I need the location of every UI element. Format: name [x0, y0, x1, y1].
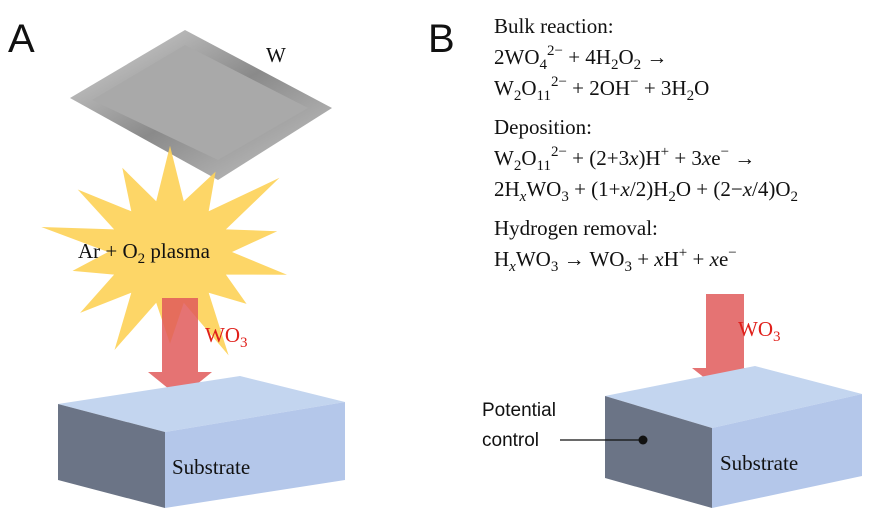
formula-run: W [494, 76, 514, 100]
product-label: WO3 [205, 323, 248, 351]
formula-run: + 2OH [567, 76, 630, 100]
substrate-front [712, 394, 862, 508]
formula-run: )H [638, 146, 660, 170]
substrate-label: Substrate [720, 451, 798, 475]
formula-run: → [729, 146, 755, 170]
formula-run: /4)O [752, 177, 791, 201]
section-heading: Hydrogen removal: [494, 216, 658, 240]
formula-run: − [721, 144, 729, 160]
formula-run: → WO [558, 247, 624, 271]
formula-run: 11 [537, 88, 551, 104]
formula-run: x [653, 247, 664, 271]
formula-run: 3 [561, 189, 569, 205]
product-label: WO3 [738, 317, 781, 345]
formula-run: + (1+ [569, 177, 621, 201]
formula-run: + (2+3 [567, 146, 629, 170]
formula-run: O [521, 146, 536, 170]
substrate-top [605, 366, 862, 428]
formula-run: + 3H [639, 76, 687, 100]
substrate-label: Substrate [172, 455, 250, 479]
formula-run: x [742, 177, 753, 201]
formula-run: 2H [494, 177, 520, 201]
formula-run: Ar + O [78, 239, 138, 263]
formula-run: O [618, 45, 633, 69]
formula-run: WO [205, 323, 240, 347]
formula-run: 2 [634, 57, 642, 73]
formula-run: 3 [551, 259, 559, 275]
target-label: W [266, 43, 286, 67]
formula-run: 2 [514, 158, 522, 174]
formula-run: 2− [547, 43, 563, 59]
section-heading: Bulk reaction: [494, 14, 614, 38]
formula-run: plasma [145, 239, 210, 263]
formula: W2O112− + 2OH− + 3H2O [494, 74, 709, 104]
formula: 2HxWO3 + (1+x/2)H2O + (2−x/4)O2 [494, 177, 798, 205]
plasma-label: Ar + O2 plasma [78, 239, 211, 267]
formula-run: 4 [540, 57, 548, 73]
formula-run: x [519, 189, 527, 205]
control-label: Potential [482, 400, 556, 421]
formula-run: W [494, 146, 514, 170]
formula-run: e [719, 247, 728, 271]
formula-run: 3 [624, 259, 632, 275]
formula-run: O [521, 76, 536, 100]
formula-run: − [728, 245, 736, 261]
formula-run: 2− [551, 74, 567, 90]
formula-run: → [641, 45, 667, 69]
formula-run: 2 [687, 88, 695, 104]
deposition-arrow [148, 298, 212, 398]
panel-label: A [8, 17, 35, 61]
formula: WO3 [205, 323, 248, 351]
formula-run: + [687, 247, 709, 271]
formula-run: x [508, 259, 516, 275]
formula-run: /2)H [630, 177, 669, 201]
formula-run: 3 [773, 329, 781, 345]
control-label: control [482, 430, 539, 451]
formula-run: 2 [791, 189, 799, 205]
formula-run: x [701, 146, 712, 170]
formula-run: − [630, 74, 638, 90]
formula-run: e [711, 146, 720, 170]
formula-run: 2 [514, 88, 522, 104]
formula-run: 2 [611, 57, 619, 73]
contact-dot [638, 435, 648, 445]
formula: W2O112− + (2+3x)H+ + 3xe− → [494, 144, 755, 174]
substrate-front [165, 402, 345, 508]
formula-run: H [664, 247, 679, 271]
formula-run: x [620, 177, 631, 201]
formula-run: 2WO [494, 45, 540, 69]
panel-label: B [428, 17, 455, 61]
formula-run: + [661, 144, 669, 160]
formula-run: 2 [138, 251, 146, 267]
substrate-side [605, 396, 712, 508]
formula: WO3 [738, 317, 781, 345]
formula-run: + 3 [669, 146, 702, 170]
formula-run: O + (2− [676, 177, 743, 201]
plasma-burst [41, 145, 287, 356]
formula-run: WO [738, 317, 773, 341]
formula-run: 2− [551, 144, 567, 160]
formula-run: + [679, 245, 687, 261]
formula-run: + 4H [563, 45, 611, 69]
formula-run: 3 [240, 335, 248, 351]
formula-run: x [628, 146, 639, 170]
formula-run: WO [526, 177, 561, 201]
formula: Ar + O2 plasma [78, 239, 211, 267]
formula-run: H [494, 247, 509, 271]
substrate-side [58, 404, 165, 508]
tungsten-target-face [92, 45, 308, 160]
formula-run: 2 [668, 189, 676, 205]
section-heading: Deposition: [494, 115, 592, 139]
formula-run: 11 [537, 158, 551, 174]
formula-run: + [632, 247, 654, 271]
substrate-top [58, 376, 345, 432]
formula-run: x [709, 247, 720, 271]
formula-run: WO [516, 247, 551, 271]
formula-run: O [694, 76, 709, 100]
formula: 2WO42− + 4H2O2 → [494, 43, 667, 73]
reactions: Bulk reaction:2WO42− + 4H2O2 →W2O112− + … [494, 14, 798, 275]
formula: HxWO3 → WO3 + xH+ + xe− [494, 245, 737, 275]
